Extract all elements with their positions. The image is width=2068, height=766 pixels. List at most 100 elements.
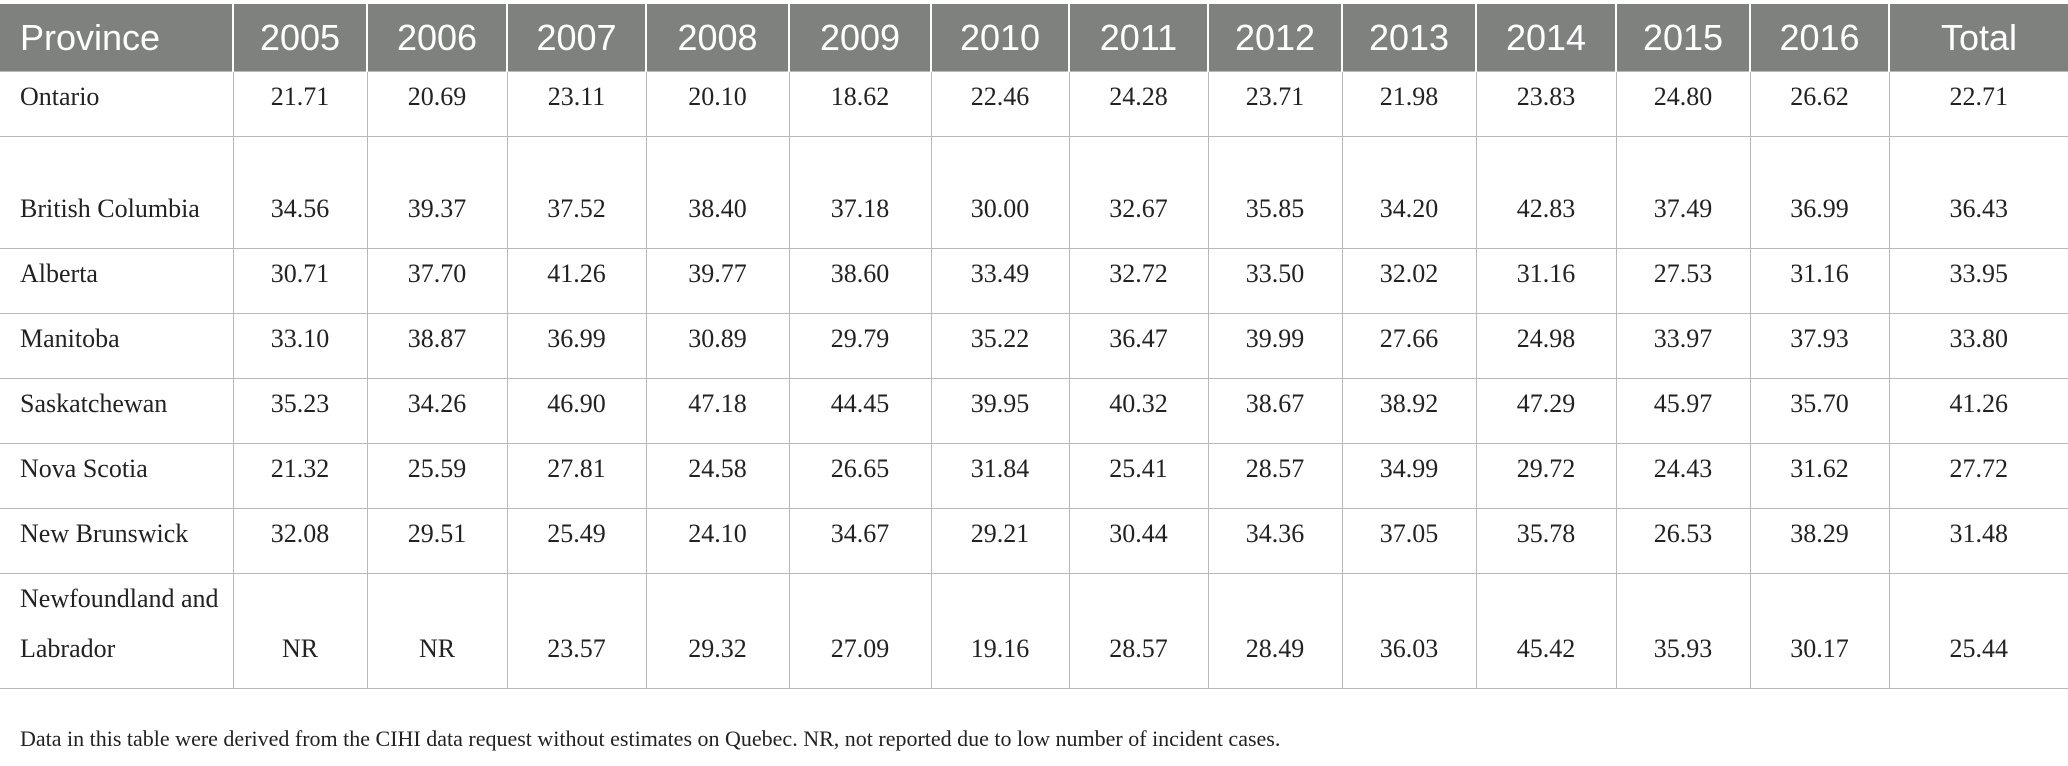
value-cell: 33.95 (1888, 248, 2068, 314)
value-cell: 31.16 (1475, 248, 1617, 314)
value-cell: 27.66 (1341, 313, 1477, 379)
table-header-row: Province 2005 2006 2007 2008 2009 2010 2… (0, 4, 2068, 72)
value-cell: 35.70 (1749, 378, 1890, 444)
incidence-table: Province 2005 2006 2007 2008 2009 2010 2… (0, 4, 2068, 689)
value-cell: 39.37 (366, 136, 508, 249)
column-header: 2016 (1750, 4, 1890, 72)
value-cell: 32.67 (1068, 136, 1209, 249)
value-cell: 24.28 (1068, 71, 1209, 137)
value-cell: 21.98 (1341, 71, 1477, 137)
column-header: 2011 (1069, 4, 1209, 72)
value-cell: 47.18 (645, 378, 790, 444)
value-cell: 27.09 (788, 573, 932, 689)
province-cell: Newfoundland and Labrador (0, 573, 234, 689)
value-cell: 23.71 (1207, 71, 1343, 137)
province-cell: New Brunswick (0, 508, 234, 574)
column-header: 2014 (1476, 4, 1617, 72)
value-cell: 31.62 (1749, 443, 1890, 509)
province-cell: Nova Scotia (0, 443, 234, 509)
value-cell: 29.79 (788, 313, 932, 379)
province-cell: Saskatchewan (0, 378, 234, 444)
value-cell: 28.57 (1207, 443, 1343, 509)
column-header: 2008 (646, 4, 790, 72)
table-body: Ontario 21.71 20.69 23.11 20.10 18.62 22.46 24.… (0, 71, 2068, 689)
value-cell: 32.08 (232, 508, 368, 574)
value-cell: 31.84 (930, 443, 1070, 509)
value-cell: 29.21 (930, 508, 1070, 574)
column-header: 2013 (1342, 4, 1477, 72)
value-cell: 37.05 (1341, 508, 1477, 574)
table-row: Ontario 21.71 20.69 23.11 20.10 18.62 22.46 24.… (0, 71, 2068, 137)
value-cell: 38.60 (788, 248, 932, 314)
column-header: 2010 (931, 4, 1070, 72)
value-cell: 27.72 (1888, 443, 2068, 509)
value-cell: 30.71 (232, 248, 368, 314)
column-header: 2005 (233, 4, 368, 72)
value-cell: 18.62 (788, 71, 932, 137)
value-cell: 26.62 (1749, 71, 1890, 137)
value-cell: 35.78 (1475, 508, 1617, 574)
value-cell: 29.72 (1475, 443, 1617, 509)
value-cell: 30.89 (645, 313, 790, 379)
table-row: Saskatchewan 35.23 34.26 46.90 47.18 44.45 39.… (0, 378, 2068, 444)
value-cell: 40.32 (1068, 378, 1209, 444)
value-cell: 34.56 (232, 136, 368, 249)
value-cell: 33.80 (1888, 313, 2068, 379)
table-row: Newfoundland and Labrador NR NR 23.57 29.32 2… (0, 573, 2068, 689)
value-cell: 36.47 (1068, 313, 1209, 379)
value-cell: 24.80 (1615, 71, 1751, 137)
value-cell: 33.97 (1615, 313, 1751, 379)
value-cell: 39.77 (645, 248, 790, 314)
value-cell: NR (366, 573, 508, 689)
value-cell: 24.43 (1615, 443, 1751, 509)
value-cell: 36.03 (1341, 573, 1477, 689)
table-footnote: Data in this table were derived from the… (20, 726, 1281, 751)
value-cell: 47.29 (1475, 378, 1617, 444)
value-cell: 34.20 (1341, 136, 1477, 249)
value-cell: 30.17 (1749, 573, 1890, 689)
value-cell: 35.93 (1615, 573, 1751, 689)
value-cell: 28.57 (1068, 573, 1209, 689)
value-cell: 26.65 (788, 443, 932, 509)
table-row: Alberta 30.71 37.70 41.26 39.77 38.60 33.49 32.… (0, 248, 2068, 314)
table-row: New Brunswick 32.08 29.51 25.49 24.10 34.67 29… (0, 508, 2068, 574)
value-cell: 34.36 (1207, 508, 1343, 574)
value-cell: 23.11 (506, 71, 647, 137)
value-cell: 41.26 (506, 248, 647, 314)
value-cell: 33.50 (1207, 248, 1343, 314)
value-cell: 46.90 (506, 378, 647, 444)
value-cell: 23.83 (1475, 71, 1617, 137)
value-cell: 28.49 (1207, 573, 1343, 689)
value-cell: 42.83 (1475, 136, 1617, 249)
value-cell: 21.71 (232, 71, 368, 137)
column-header: Province (0, 4, 234, 72)
column-header: 2009 (789, 4, 932, 72)
value-cell: 38.87 (366, 313, 508, 379)
value-cell: 29.51 (366, 508, 508, 574)
value-cell: 20.69 (366, 71, 508, 137)
value-cell: 38.92 (1341, 378, 1477, 444)
value-cell: NR (232, 573, 368, 689)
value-cell: 32.72 (1068, 248, 1209, 314)
value-cell: 33.49 (930, 248, 1070, 314)
province-cell: British Columbia (0, 136, 234, 249)
value-cell: 45.42 (1475, 573, 1617, 689)
value-cell: 36.43 (1888, 136, 2068, 249)
value-cell: 19.16 (930, 573, 1070, 689)
value-cell: 24.10 (645, 508, 790, 574)
value-cell: 24.58 (645, 443, 790, 509)
value-cell: 24.98 (1475, 313, 1617, 379)
value-cell: 30.00 (930, 136, 1070, 249)
value-cell: 37.49 (1615, 136, 1751, 249)
value-cell: 34.99 (1341, 443, 1477, 509)
value-cell: 31.48 (1888, 508, 2068, 574)
province-cell: Alberta (0, 248, 234, 314)
value-cell: 23.57 (506, 573, 647, 689)
value-cell: 35.22 (930, 313, 1070, 379)
table-row: Nova Scotia 21.32 25.59 27.81 24.58 26.65 31.8… (0, 443, 2068, 509)
table-row: Manitoba 33.10 38.87 36.99 30.89 29.79 35.22 36… (0, 313, 2068, 379)
value-cell: 27.81 (506, 443, 647, 509)
value-cell: 34.67 (788, 508, 932, 574)
value-cell: 37.93 (1749, 313, 1890, 379)
value-cell: 29.32 (645, 573, 790, 689)
